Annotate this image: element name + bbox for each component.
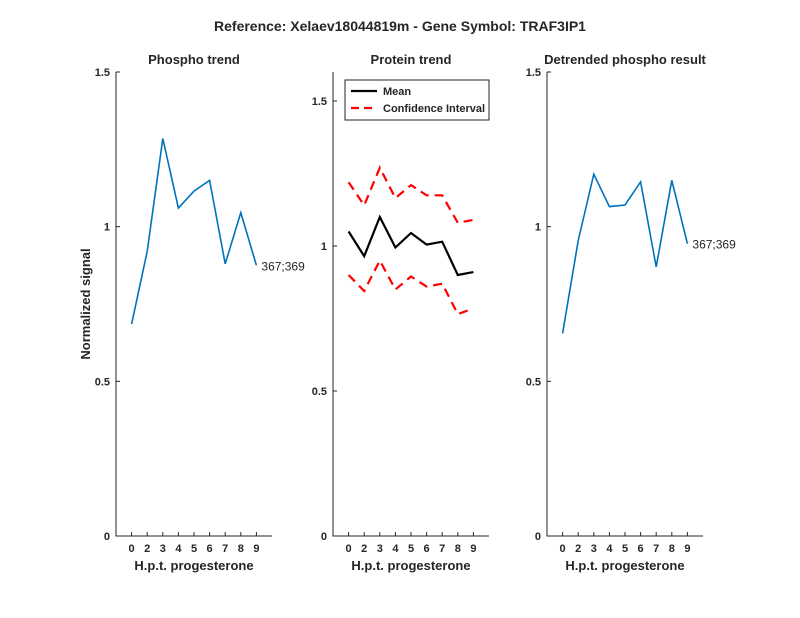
legend-box	[344, 79, 490, 121]
legend-label: Confidence Interval	[383, 103, 485, 115]
x-tick-label: 8	[238, 543, 244, 555]
x-axis-label: H.p.t. progesterone	[351, 558, 470, 573]
legend: Mean Confidence Interval	[344, 79, 490, 121]
x-tick-label: 2	[144, 543, 150, 555]
x-tick-label: 9	[253, 543, 259, 555]
y-axis-label: Normalized signal	[78, 248, 93, 359]
x-tick-label: 2	[575, 543, 581, 555]
y-tick-label: 1	[104, 222, 110, 234]
y-tick-label: 1.5	[312, 96, 327, 108]
x-tick-label: 5	[408, 543, 414, 555]
panel-title: Protein trend	[371, 52, 452, 67]
y-tick-label: 0	[535, 531, 541, 543]
y-tick-label: 1.5	[95, 67, 110, 79]
series-line-1	[561, 171, 689, 334]
y-tick-label: 0	[104, 531, 110, 543]
x-tick-label: 0	[560, 543, 566, 555]
series-annotation: 367;369	[692, 238, 736, 252]
y-tick-label: 0.5	[526, 376, 541, 388]
axes	[332, 72, 489, 537]
series-line-3	[347, 258, 474, 316]
axes	[546, 72, 703, 537]
x-tick-label: 3	[377, 543, 383, 555]
x-axis-label: H.p.t. progesterone	[565, 558, 684, 573]
x-tick-label: 6	[207, 543, 213, 555]
y-tick-label: 1.5	[526, 67, 541, 79]
x-tick-label: 9	[684, 543, 690, 555]
x-tick-label: 4	[606, 543, 613, 555]
y-tick-label: 1	[535, 222, 541, 234]
series-line-1	[130, 138, 258, 325]
x-tick-label: 0	[346, 543, 352, 555]
panel-title: Phospho trend	[148, 52, 240, 67]
series-line-2	[347, 165, 474, 225]
x-tick-label: 5	[622, 543, 628, 555]
series-annotation: 367;369	[261, 259, 305, 273]
x-tick-label: 7	[439, 543, 445, 555]
x-tick-label: 7	[222, 543, 228, 555]
y-tick-label: 0.5	[312, 386, 327, 398]
x-tick-label: 6	[424, 543, 430, 555]
x-tick-label: 7	[653, 543, 659, 555]
x-tick-label: 3	[160, 543, 166, 555]
axes	[115, 72, 272, 537]
x-tick-label: 3	[591, 543, 597, 555]
figure-title: Reference: Xelaev18044819m - Gene Symbol…	[214, 18, 586, 34]
x-tick-label: 4	[392, 543, 399, 555]
x-axis-label: H.p.t. progesterone	[134, 558, 253, 573]
panel-title: Detrended phospho result	[544, 52, 706, 67]
x-tick-label: 9	[470, 543, 476, 555]
legend-label: Mean	[383, 86, 411, 98]
x-tick-label: 2	[361, 543, 367, 555]
y-tick-label: 0.5	[95, 376, 110, 388]
series-line-1	[347, 214, 474, 277]
x-tick-label: 6	[638, 543, 644, 555]
x-tick-label: 0	[129, 543, 135, 555]
y-tick-label: 1	[321, 241, 327, 253]
x-tick-label: 5	[191, 543, 197, 555]
x-tick-label: 8	[669, 543, 675, 555]
x-tick-label: 8	[455, 543, 461, 555]
x-tick-label: 4	[175, 543, 182, 555]
y-tick-label: 0	[321, 531, 327, 543]
